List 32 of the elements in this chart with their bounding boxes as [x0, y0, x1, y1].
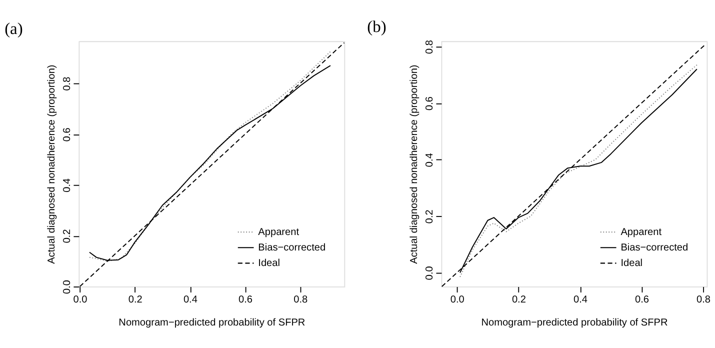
chart-title: (b) — [367, 17, 386, 36]
y-axis-title: Actual diagnosed nonadherence (proportion) — [409, 64, 420, 264]
y-tick-label: 0.0 — [424, 266, 436, 280]
x-tick-label: 0.8 — [696, 294, 711, 306]
x-tick-label: 0.2 — [128, 294, 143, 306]
x-tick-label: 0.4 — [183, 294, 198, 306]
y-tick-label: 0.8 — [62, 76, 74, 91]
x-tick-label: 0.4 — [573, 294, 588, 306]
x-tick-label: 0.8 — [294, 294, 308, 306]
chart-title: (a) — [4, 18, 23, 38]
x-tick-label: 0.6 — [238, 294, 253, 306]
legend-label: Bias−corrected — [620, 242, 688, 254]
y-tick-label: 0.6 — [62, 127, 74, 142]
legend-label: Apparent — [620, 226, 662, 238]
y-tick-label: 0.4 — [62, 178, 74, 192]
y-tick-label: 0.6 — [424, 96, 436, 111]
y-tick-label: 0.0 — [62, 280, 74, 294]
legend-label: Apparent — [258, 226, 300, 238]
y-tick-label: 0.8 — [424, 40, 436, 54]
y-tick-label: 0.2 — [424, 209, 436, 224]
x-tick-label: 0.6 — [635, 294, 650, 306]
x-axis-title: Nomogram−predicted probability of SFPR — [118, 317, 306, 328]
y-tick-label: 0.2 — [62, 228, 74, 244]
legend-label: Ideal — [620, 258, 643, 269]
legend-label: Ideal — [258, 258, 280, 269]
y-tick-label: 0.4 — [424, 152, 436, 168]
y-axis-title: Actual diagnosed nonadherence (proportion) — [46, 64, 58, 264]
legend-label: Bias−corrected — [258, 242, 326, 254]
x-tick-label: 0.2 — [512, 294, 526, 306]
x-tick-label: 0.0 — [450, 294, 465, 306]
x-tick-label: 0.0 — [73, 294, 88, 306]
x-axis-title: Nomogram−predicted probability of SFPR — [481, 317, 668, 328]
